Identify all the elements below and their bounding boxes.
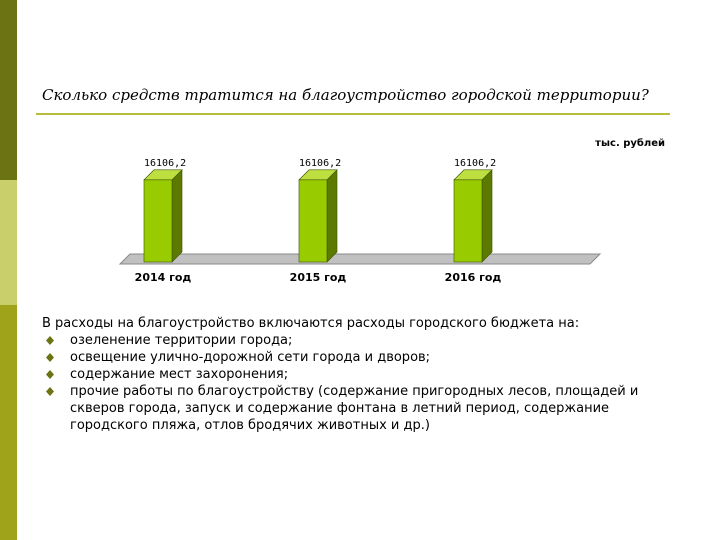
category-label: 2014 год [135, 271, 192, 284]
list-item: озеленение территории города; [42, 332, 682, 349]
list-item-text: освещение улично-дорожной сети города и … [70, 350, 431, 365]
accent-stripe-bottom [0, 305, 17, 540]
list-item: прочие работы по благоустройству (содерж… [42, 383, 682, 434]
data-label: 16106,2 [144, 158, 186, 169]
accent-stripe-top [0, 0, 17, 180]
bar-side [481, 169, 493, 263]
data-label: 16106,2 [454, 158, 496, 169]
chart-floor [118, 253, 602, 265]
accent-stripe-middle [0, 180, 17, 305]
diamond-bullet-icon [46, 353, 54, 362]
bar [298, 179, 328, 263]
category-label: 2016 год [445, 271, 502, 284]
expense-list: озеленение территории города; освещение … [42, 332, 682, 434]
list-item: освещение улично-дорожной сети города и … [42, 349, 682, 366]
slide-title: Сколько средств тратится на благоустройс… [42, 86, 649, 104]
list-item-text: озеленение территории города; [70, 333, 293, 348]
bar-side [171, 169, 183, 263]
category-label: 2015 год [290, 271, 347, 284]
intro-text: В расходы на благоустройство включаются … [42, 316, 580, 331]
data-label: 16106,2 [299, 158, 341, 169]
title-underline [36, 113, 670, 115]
diamond-bullet-icon [46, 387, 54, 396]
diamond-bullet-icon [46, 336, 54, 345]
unit-label: тыс. рублей [595, 138, 665, 149]
list-item-text: содержание мест захоронения; [70, 367, 289, 382]
description-block: В расходы на благоустройство включаются … [42, 315, 682, 434]
bar-side [326, 169, 338, 263]
bar [453, 179, 483, 263]
bar [143, 179, 173, 263]
expenses-bar-chart: 16106,2 2014 год 16106,2 2015 год 16106,2 201… [118, 158, 602, 284]
list-item-text: прочие работы по благоустройству (содерж… [70, 384, 639, 433]
diamond-bullet-icon [46, 370, 54, 379]
list-item: содержание мест захоронения; [42, 366, 682, 383]
